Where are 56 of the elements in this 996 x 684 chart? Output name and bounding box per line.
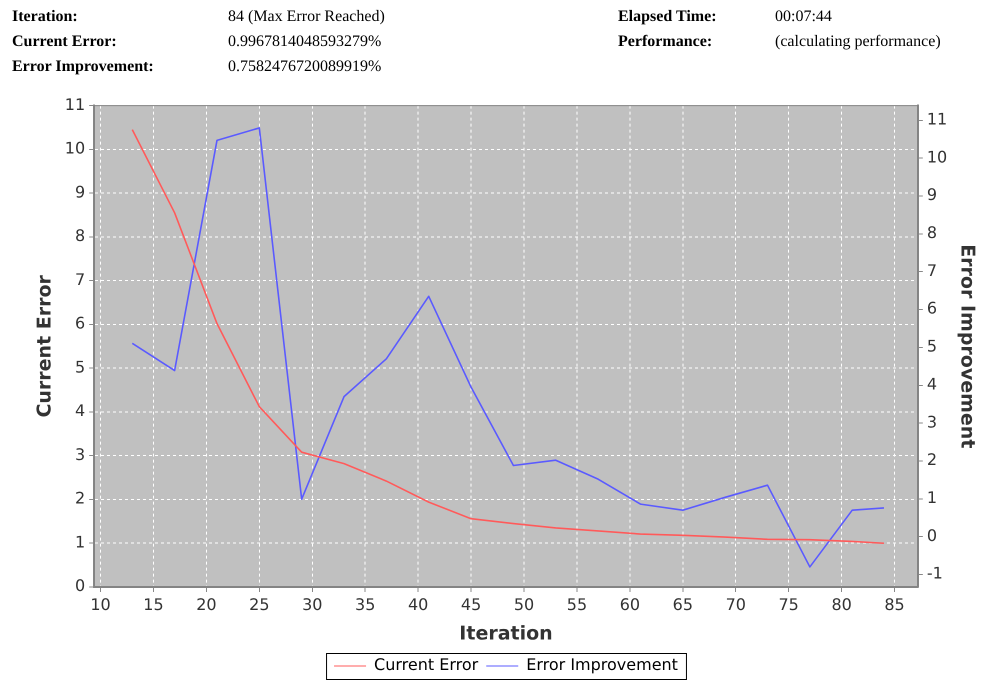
x-tick-label: 45 xyxy=(460,594,482,614)
x-tick-label: 55 xyxy=(566,594,588,614)
y-tick-label: 10 xyxy=(64,138,86,158)
text: 0.7582476720089919% xyxy=(228,57,382,77)
x-tick-label: 40 xyxy=(408,594,428,614)
x-tick-label: 80 xyxy=(831,594,852,614)
y2-tick-label: 2 xyxy=(926,450,938,470)
x-tick-label: 70 xyxy=(726,594,746,614)
y2-tick-label: 7 xyxy=(926,260,938,280)
y2-tick-label: 3 xyxy=(926,412,938,432)
y-tick-label: 1 xyxy=(74,532,86,552)
y2-tick-label: 5 xyxy=(926,336,938,356)
y-tick-label: 8 xyxy=(74,226,86,246)
text: Elapsed Time: xyxy=(618,7,718,27)
x-tick-label: 50 xyxy=(514,594,534,614)
y2-axis-title: Error Improvement xyxy=(956,244,979,448)
text: 0.9967814048593279% xyxy=(228,32,382,52)
x-axis-title: Iteration xyxy=(459,622,553,645)
y2-tick-label: 1 xyxy=(926,488,938,507)
text: 00:07:44 xyxy=(775,7,833,27)
text: Error Improvement: xyxy=(12,57,155,77)
x-tick-label: 35 xyxy=(355,594,376,614)
y-tick-label: 7 xyxy=(74,270,86,289)
y2-tick-label: 9 xyxy=(926,185,938,204)
x-tick-label: 75 xyxy=(778,594,799,614)
y2-tick-label: -1 xyxy=(926,564,943,583)
y-tick-label: 4 xyxy=(74,401,86,420)
text: Performance: xyxy=(618,32,714,52)
y-tick-label: 5 xyxy=(74,357,86,376)
y2-tick-label: 4 xyxy=(926,374,938,394)
x-tick-label: 25 xyxy=(249,594,270,614)
x-tick-label: 15 xyxy=(143,594,164,614)
x-tick-label: 65 xyxy=(672,594,693,614)
y2-tick-label: 8 xyxy=(926,223,938,242)
y-tick-label: 3 xyxy=(74,444,86,464)
x-tick-label: 30 xyxy=(302,594,322,614)
y2-tick-label: 6 xyxy=(926,298,938,318)
y-tick-label: 11 xyxy=(64,94,86,114)
x-tick-label: 10 xyxy=(90,594,111,614)
x-tick-label: 20 xyxy=(196,594,217,614)
text: Current Error: xyxy=(12,32,118,52)
text: 84 (Max Error Reached) xyxy=(228,7,386,27)
y2-tick-label: 10 xyxy=(926,147,948,166)
legend-label: Current Error xyxy=(374,655,479,674)
y2-tick-label: 11 xyxy=(926,110,948,129)
y-tick-label: 6 xyxy=(74,314,86,333)
x-tick-label: 85 xyxy=(884,594,905,614)
text: (calculating performance) xyxy=(775,32,942,52)
y-axis-title: Current Error xyxy=(33,274,56,418)
text: Iteration: xyxy=(12,7,79,27)
y-tick-label: 9 xyxy=(74,182,86,202)
y2-tick-label: 0 xyxy=(926,526,938,545)
x-tick-label: 60 xyxy=(620,594,640,614)
y-tick-label: 0 xyxy=(74,576,86,596)
legend-label: Error Improvement xyxy=(526,655,678,674)
y-tick-label: 2 xyxy=(74,488,86,508)
